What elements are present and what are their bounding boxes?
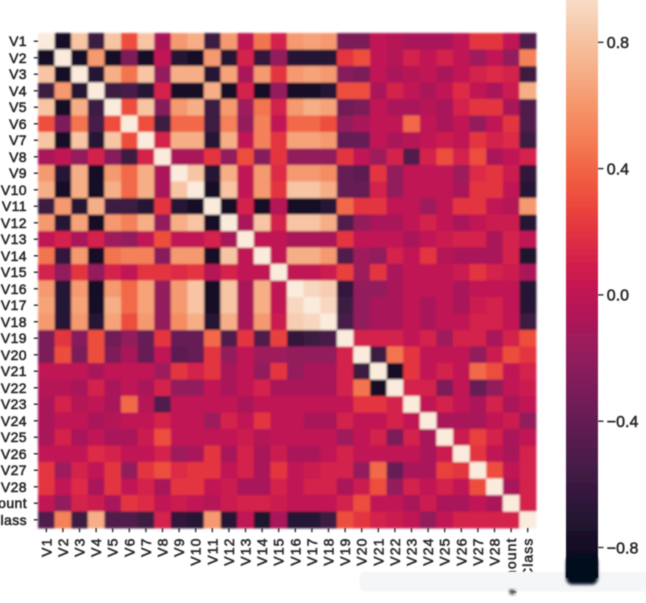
svg-text:V12: V12	[221, 538, 237, 566]
svg-text:V23: V23	[1, 396, 27, 412]
svg-text:Amount: Amount	[0, 495, 27, 511]
svg-text:V28: V28	[1, 479, 27, 495]
svg-text:V10: V10	[1, 182, 27, 198]
svg-text:V21: V21	[1, 363, 27, 379]
svg-text:V21: V21	[370, 538, 386, 566]
svg-text:V2: V2	[9, 50, 27, 66]
svg-text:V24: V24	[420, 538, 436, 566]
svg-text:V17: V17	[1, 297, 27, 313]
svg-text:V5: V5	[9, 99, 27, 115]
svg-text:V16: V16	[1, 281, 27, 297]
svg-text:V18: V18	[321, 538, 337, 566]
svg-text:V6: V6	[9, 116, 27, 132]
svg-text:−0.4: −0.4	[607, 414, 639, 431]
svg-text:Class: Class	[0, 512, 27, 528]
svg-text:V16: V16	[287, 538, 303, 566]
svg-text:V15: V15	[271, 538, 287, 566]
svg-text:V22: V22	[387, 538, 403, 566]
svg-text:0.8: 0.8	[607, 35, 629, 52]
svg-text:V13: V13	[1, 231, 27, 247]
svg-text:V6: V6	[121, 538, 137, 557]
svg-text:V1: V1	[9, 33, 27, 49]
svg-text:V20: V20	[1, 347, 27, 363]
svg-text:V25: V25	[1, 429, 27, 445]
svg-text:V27: V27	[1, 462, 27, 478]
svg-text:V3: V3	[72, 538, 88, 557]
svg-text:V28: V28	[487, 538, 503, 566]
svg-text:−0.8: −0.8	[607, 540, 639, 557]
svg-text:V10: V10	[188, 538, 204, 566]
svg-text:V22: V22	[1, 380, 27, 396]
svg-text:V8: V8	[155, 538, 171, 557]
svg-text:V23: V23	[404, 538, 420, 566]
svg-text:V20: V20	[354, 538, 370, 566]
svg-text:V2: V2	[55, 538, 71, 557]
svg-text:V17: V17	[304, 538, 320, 566]
svg-text:V19: V19	[337, 538, 353, 566]
svg-text:V12: V12	[1, 215, 27, 231]
svg-text:V7: V7	[138, 538, 154, 557]
svg-text:V7: V7	[9, 132, 27, 148]
svg-text:V4: V4	[9, 83, 27, 99]
svg-text:V9: V9	[9, 165, 27, 181]
svg-text:V14: V14	[254, 538, 270, 566]
svg-text:V13: V13	[238, 538, 254, 566]
svg-text:V24: V24	[1, 413, 27, 429]
svg-text:V18: V18	[1, 314, 27, 330]
svg-text:V26: V26	[453, 538, 469, 566]
svg-text:V9: V9	[171, 538, 187, 557]
svg-text:V5: V5	[105, 538, 121, 557]
svg-text:V25: V25	[437, 538, 453, 566]
svg-text:Class: Class	[520, 538, 536, 579]
svg-text:V15: V15	[1, 264, 27, 280]
svg-text:V8: V8	[9, 149, 27, 165]
svg-text:V11: V11	[204, 538, 220, 565]
svg-text:V3: V3	[9, 66, 27, 82]
svg-text:V14: V14	[1, 248, 27, 264]
svg-text:V11: V11	[2, 198, 27, 214]
svg-text:0.4: 0.4	[607, 161, 629, 178]
svg-text:0.0: 0.0	[607, 288, 629, 305]
svg-text:V1: V1	[38, 538, 54, 557]
svg-text:V19: V19	[1, 330, 27, 346]
svg-text:V27: V27	[470, 538, 486, 566]
svg-text:V26: V26	[1, 446, 27, 462]
svg-text:V4: V4	[88, 538, 104, 557]
